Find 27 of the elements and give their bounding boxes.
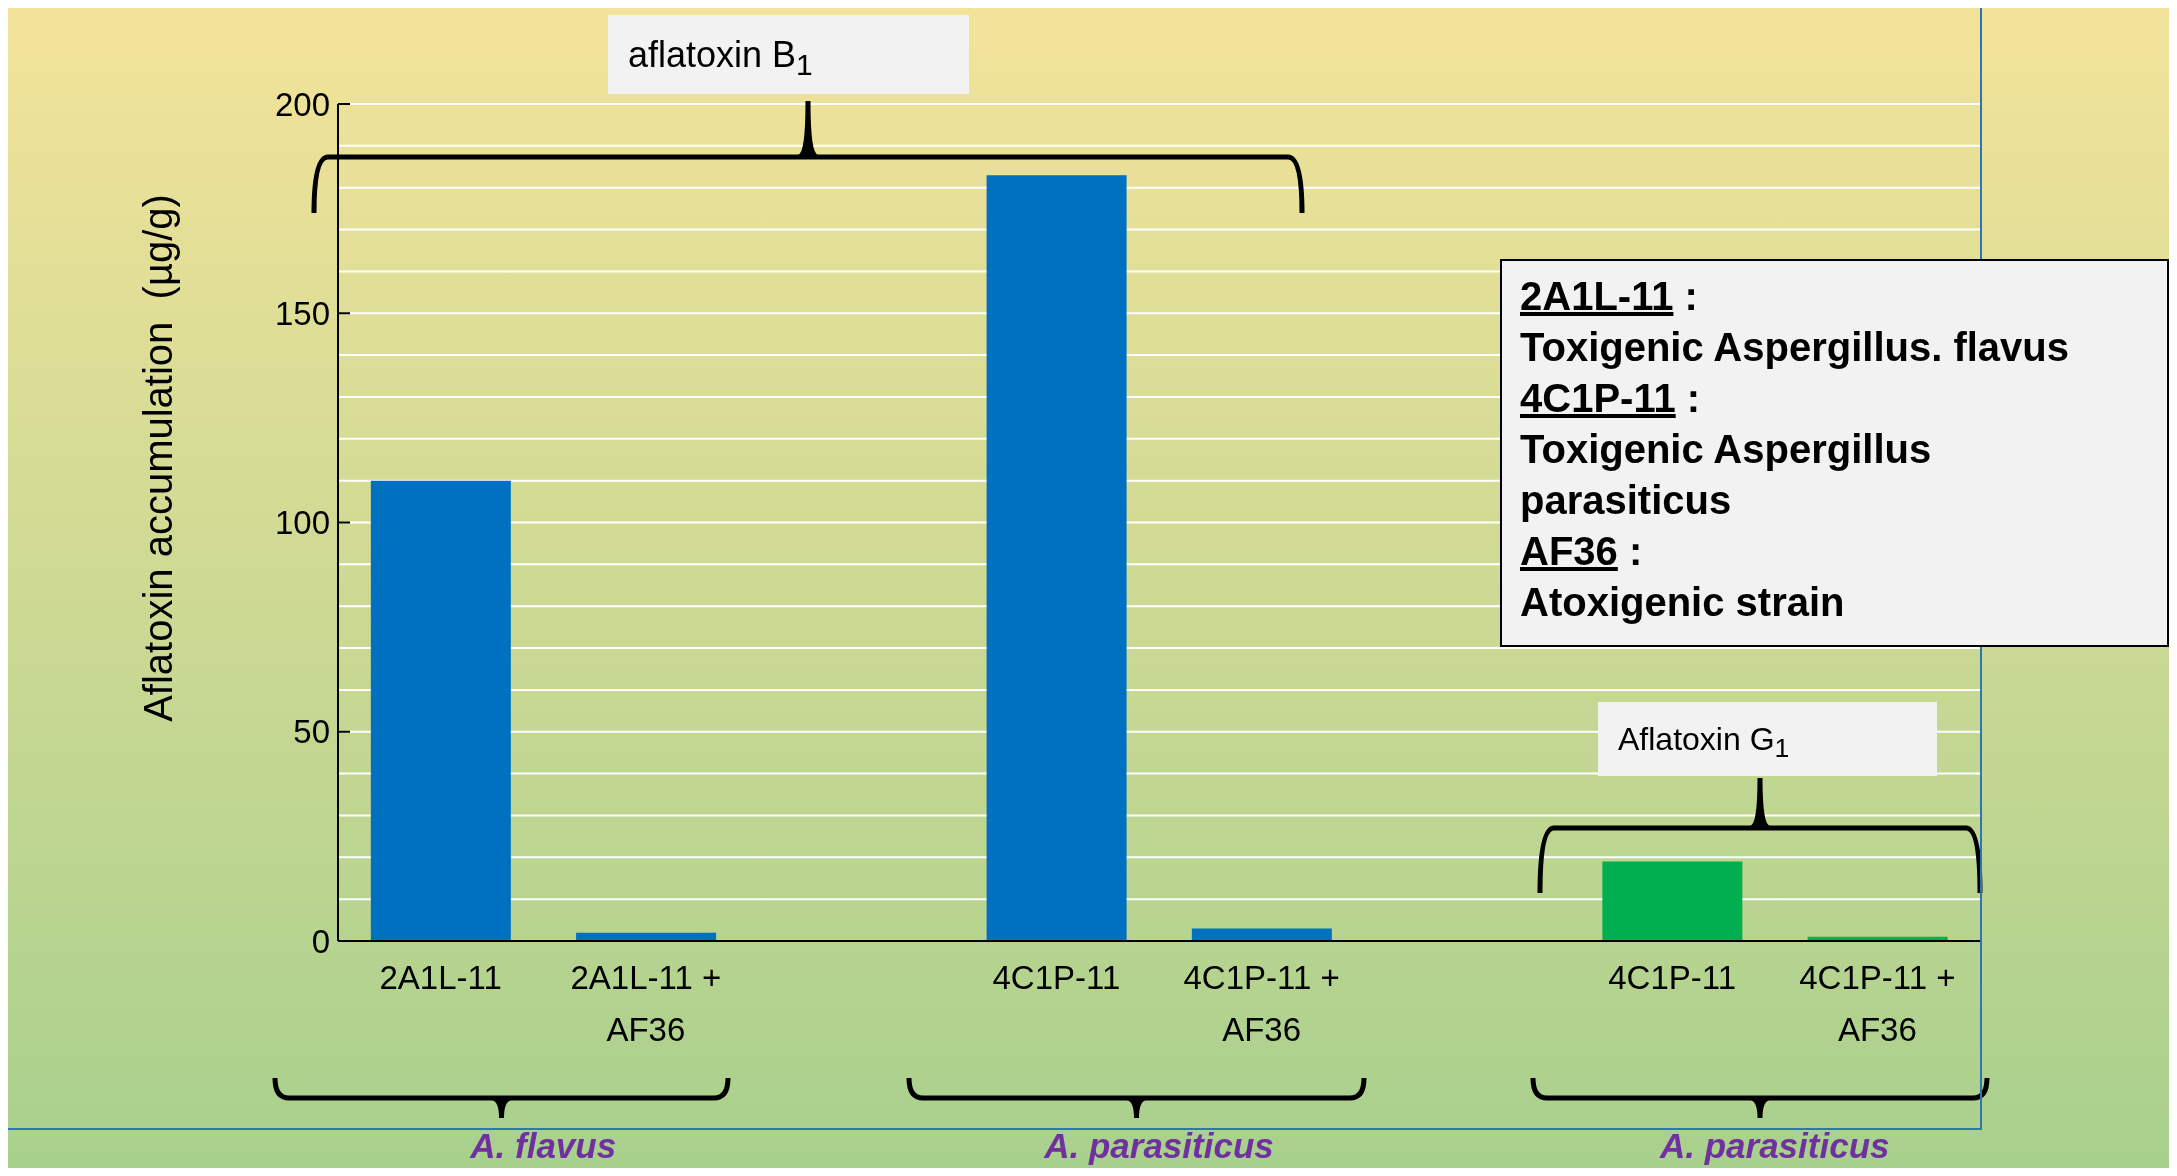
annotation: 2A1L-11 : xyxy=(1520,273,1699,320)
x-tick-label: 4C1P-11 xyxy=(992,959,1121,996)
annotation: AF36 : xyxy=(1520,528,1644,575)
x-tick-label: 4C1P-11 + AF36 xyxy=(1799,959,1956,1048)
x-tick-label: 4C1P-11 + AF36 xyxy=(1183,959,1340,1048)
bar xyxy=(370,480,511,941)
annotation: 4C1P-11 : xyxy=(1520,375,1702,422)
y-tick-label: 200 xyxy=(274,85,330,123)
annotation: Toxigenic Aspergillus parasiticus xyxy=(1520,426,1933,524)
text: A. parasiticus xyxy=(1042,1126,1275,1166)
y-tick-label: 0 xyxy=(311,922,330,960)
x-tick-label: 2A1L-11 + AF36 xyxy=(570,959,722,1048)
annotation: Toxigenic Aspergillus. flavus xyxy=(1520,324,2071,371)
bar xyxy=(986,175,1127,941)
y-axis-title: Aflatoxin accumulation (µg/g) xyxy=(135,194,181,722)
y-tick-label: 50 xyxy=(293,713,330,751)
bar xyxy=(1602,861,1743,941)
text: A. parasiticus xyxy=(1658,1126,1891,1166)
y-tick-label: 100 xyxy=(274,504,330,541)
y-tick-label: 150 xyxy=(274,294,330,332)
x-tick-label: 2A1L-11 xyxy=(379,959,502,996)
text-box: aflatoxin B$_{1}$ xyxy=(608,15,969,94)
annotation: Atoxigenic strain xyxy=(1520,579,1846,626)
bar xyxy=(1191,928,1332,941)
text: A. flavus xyxy=(468,1126,618,1166)
x-tick-label: 4C1P-11 xyxy=(1608,959,1737,996)
text-box: Aflatoxin G$_{1}$ xyxy=(1598,702,1937,776)
